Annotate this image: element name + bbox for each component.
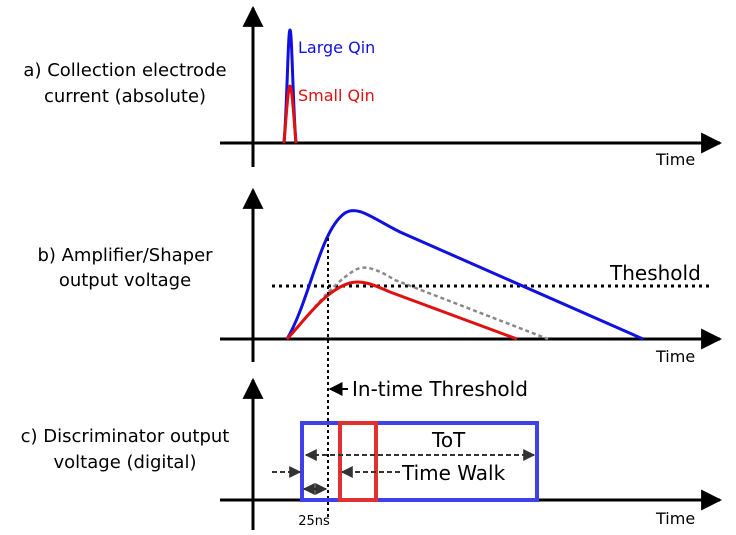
panel-a-time-label: Time [655,150,695,169]
panel-b-time-label: Time [655,347,695,366]
panel-a: Large Qin Small Qin a) Collection electr… [23,5,723,169]
panel-b: Theshold b) Amplifier/Shaper output volt… [37,187,723,366]
large-qin-shaper-output [285,209,644,341]
ghost-shaper-output [286,266,549,341]
small-qin-digital-pulse [338,421,378,502]
panel-a-title-line2: current (absolute) [44,86,206,107]
in-time-threshold-label: In-time Threshold [352,377,528,401]
tot-label: ToT [431,428,466,452]
panel-a-title-line1: a) Collection electrode [23,60,226,81]
25ns-label: 25ns [298,514,330,529]
large-qin-digital-pulse [300,421,539,502]
time-walk-label: Time Walk [401,461,506,485]
panel-b-title-line1: b) Amplifier/Shaper [37,245,213,266]
panel-b-title-line2: output voltage [59,270,191,291]
panel-c-time-label: Time [655,509,695,528]
panel-c-title-line2: voltage (digital) [54,452,197,473]
threshold-label: Theshold [609,261,701,285]
panel-c-title-line1: c) Discriminator output [21,426,230,447]
panel-c: ToT Time Walk 25ns c) Discriminator outp… [21,377,723,530]
small-qin-label: Small Qin [298,86,375,105]
large-qin-label: Large Qin [298,38,375,57]
small-qin-current-pulse [282,84,298,144]
small-qin-shaper-output [285,280,518,341]
